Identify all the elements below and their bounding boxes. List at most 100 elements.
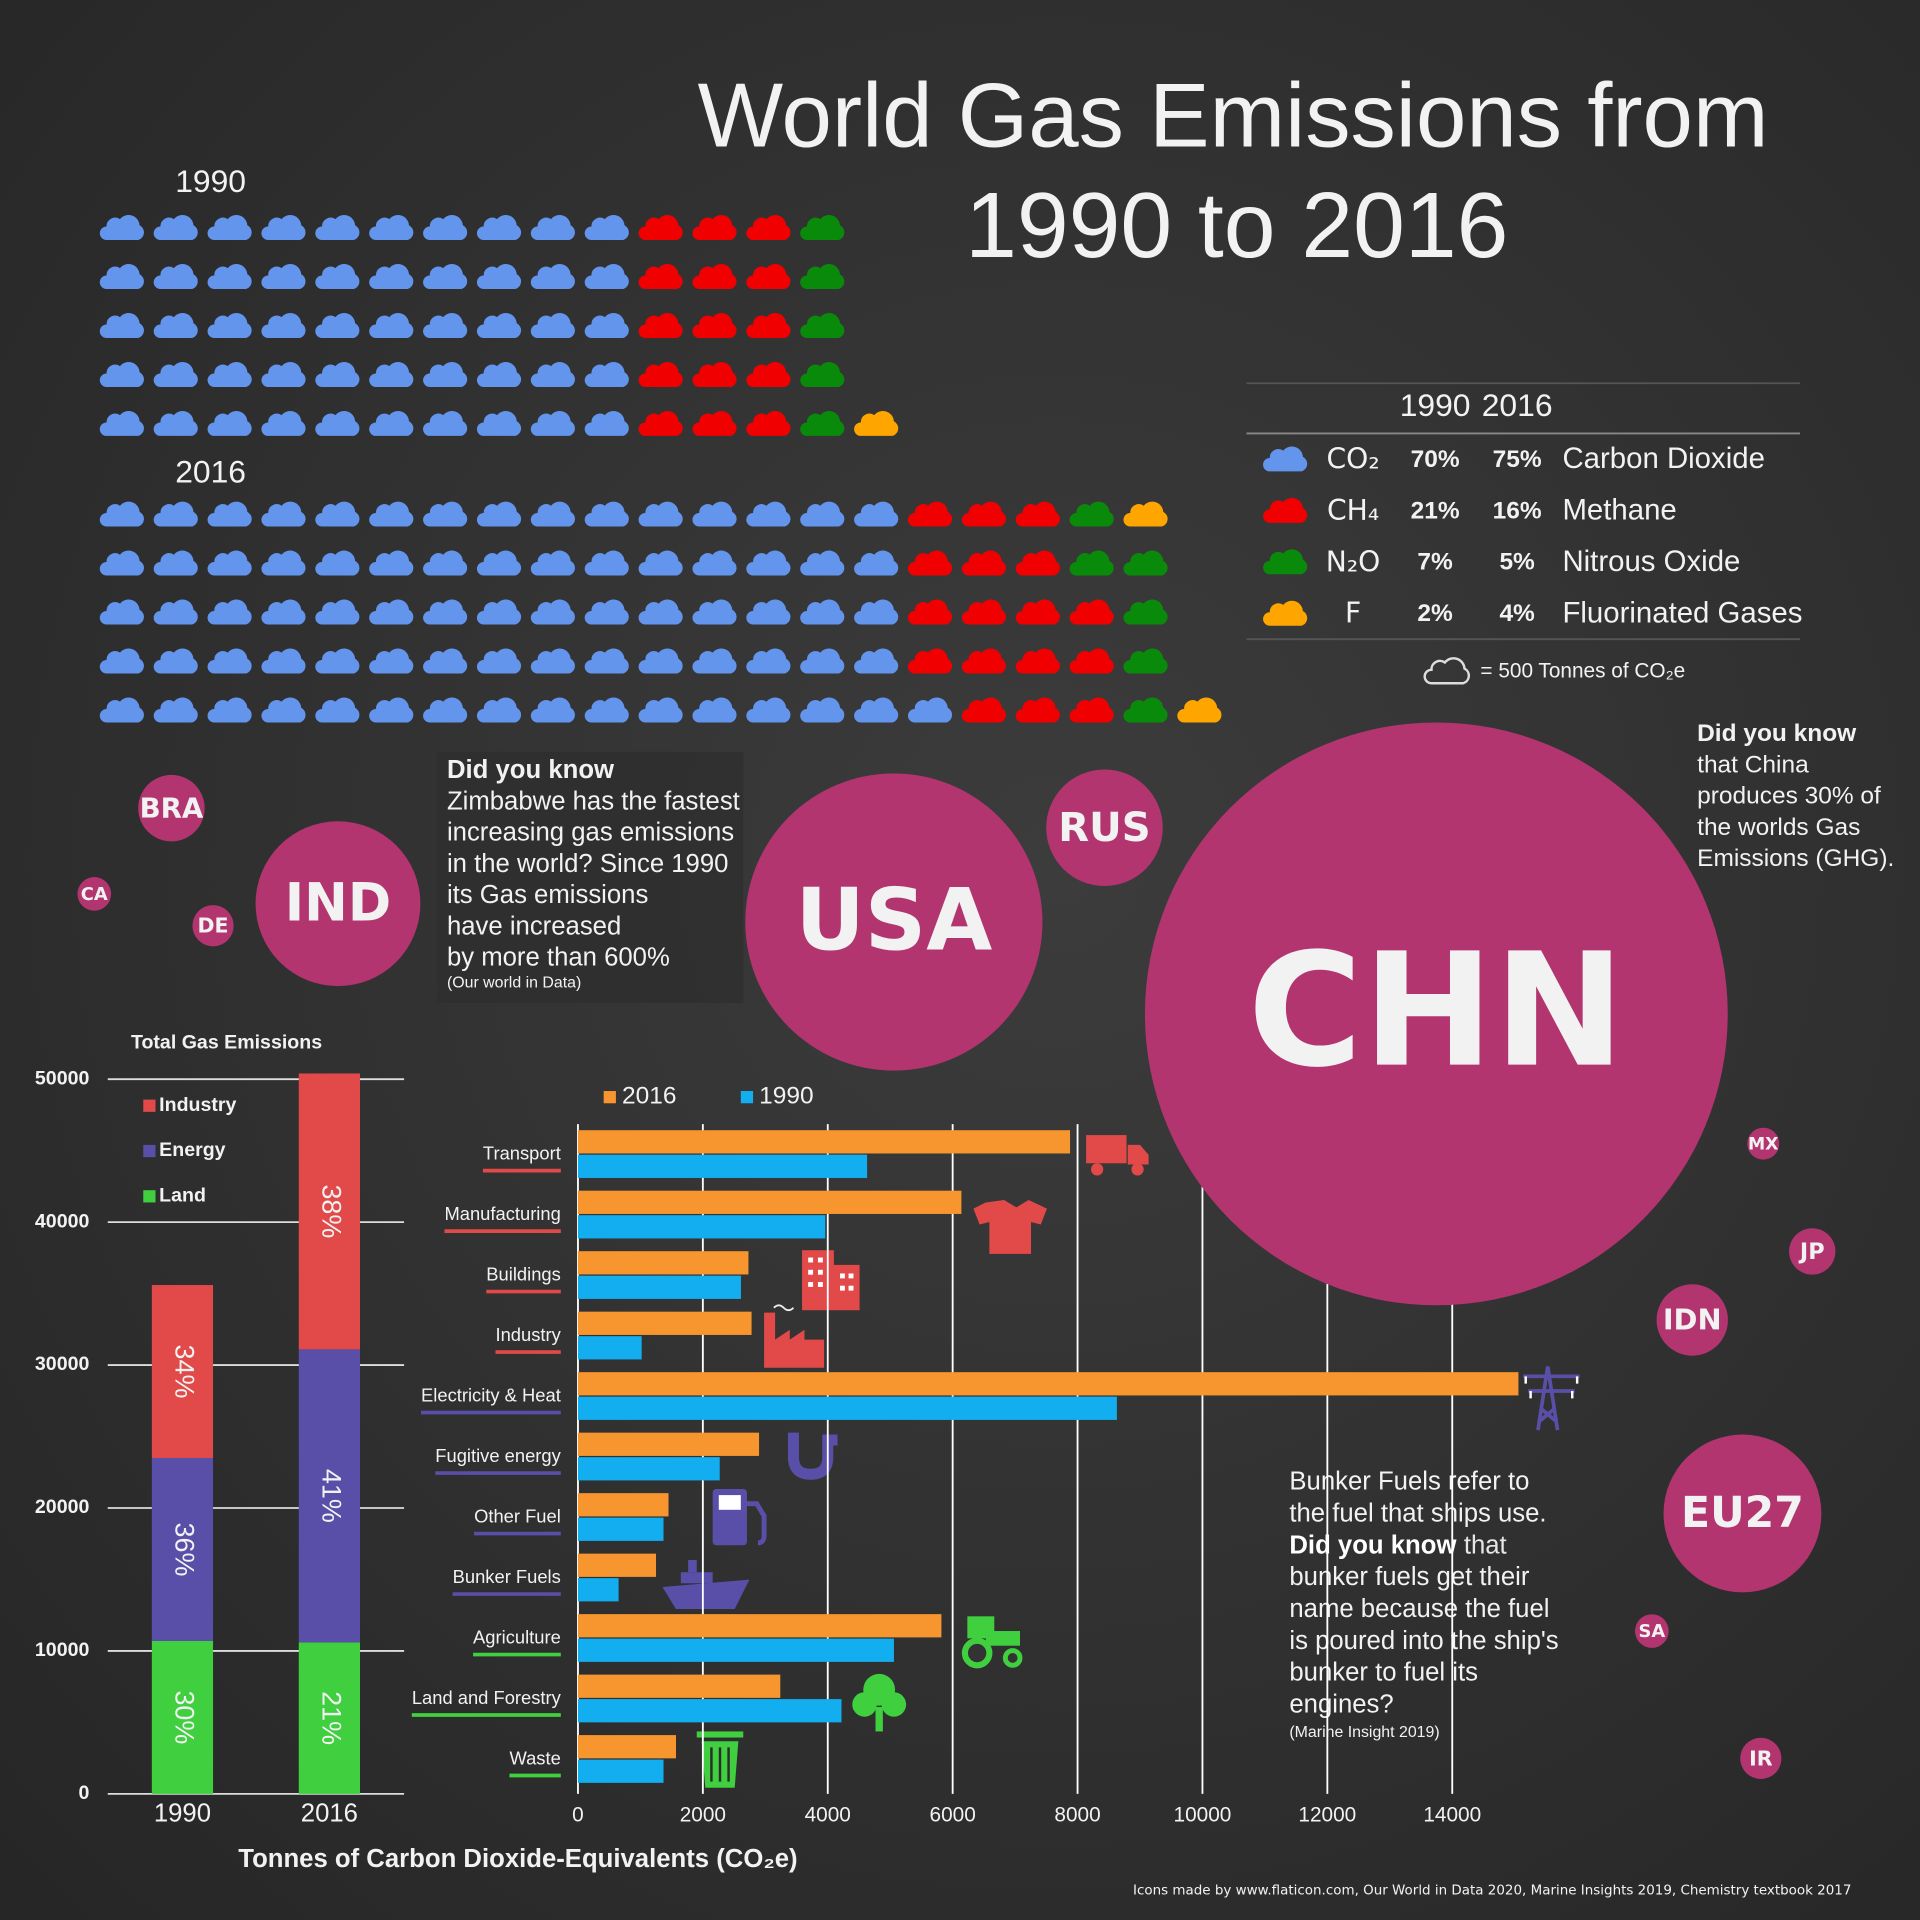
waffle-cloud bbox=[584, 361, 629, 387]
bar bbox=[577, 1190, 962, 1214]
waffle-cloud bbox=[907, 599, 953, 625]
waffle-cloud bbox=[261, 215, 306, 240]
country-bubble bbox=[1046, 769, 1163, 887]
waffle-cloud bbox=[153, 361, 198, 387]
gas-share: 75% bbox=[1493, 446, 1542, 473]
country-bubble bbox=[192, 905, 234, 947]
y-tick-label: 50000 bbox=[35, 1067, 90, 1089]
waffle-cloud bbox=[369, 501, 414, 527]
waffle-cloud bbox=[854, 599, 899, 625]
waffle-cloud bbox=[1177, 697, 1222, 723]
waffle-cloud bbox=[261, 264, 306, 289]
waffle-cloud bbox=[1069, 550, 1114, 576]
y-tick-label: 40000 bbox=[35, 1210, 90, 1232]
tree-icon bbox=[852, 1673, 907, 1732]
waffle-cloud bbox=[207, 264, 252, 289]
category-label: Fugitive energy bbox=[435, 1445, 561, 1466]
bar-segment bbox=[298, 1349, 360, 1643]
x-tick-label: 1990 bbox=[154, 1799, 211, 1827]
country-bubble bbox=[745, 773, 1043, 1071]
waffle-cloud bbox=[800, 648, 845, 674]
unit-icon bbox=[1423, 657, 1471, 685]
waffle-cloud bbox=[1015, 697, 1060, 723]
bar bbox=[577, 1553, 657, 1577]
waffle-cloud bbox=[261, 501, 306, 527]
gas-share: 2% bbox=[1417, 600, 1453, 627]
note-text: that bbox=[1464, 1531, 1507, 1559]
category-label: Industry bbox=[496, 1324, 562, 1345]
table-header: 1990 bbox=[1400, 387, 1471, 423]
value-label: 34% bbox=[169, 1345, 199, 1399]
y-tick-label: 20000 bbox=[35, 1496, 90, 1518]
waffle-cloud bbox=[153, 501, 198, 527]
x-tick-label: 8000 bbox=[1054, 1803, 1100, 1826]
waffle-title: 2016 bbox=[175, 453, 246, 489]
axis-label: Tonnes of Carbon Dioxide-Equivalents (CO… bbox=[238, 1845, 797, 1873]
note-heading: Did you know bbox=[1289, 1531, 1457, 1559]
bar-segment bbox=[151, 1285, 214, 1458]
waffle-cloud bbox=[692, 648, 737, 674]
waffle-cloud bbox=[476, 648, 522, 674]
note-line: by more than 600% bbox=[447, 944, 670, 972]
title-line: 1990 to 2016 bbox=[965, 173, 1508, 277]
waffle-cloud bbox=[746, 550, 791, 576]
value-label: 36% bbox=[169, 1523, 199, 1577]
gas-formula: CH₄ bbox=[1327, 494, 1379, 527]
waffle-cloud bbox=[207, 313, 252, 338]
waffle-cloud bbox=[315, 550, 360, 576]
waffle-cloud bbox=[153, 264, 198, 289]
waffle-cloud bbox=[99, 264, 144, 289]
bar bbox=[577, 1614, 942, 1638]
bar bbox=[577, 1759, 664, 1783]
country-bubble bbox=[1656, 1284, 1728, 1356]
bar bbox=[577, 1638, 894, 1662]
waffle-cloud bbox=[369, 550, 414, 576]
waffle-cloud bbox=[1015, 501, 1060, 527]
note-line: its Gas emissions bbox=[447, 881, 648, 909]
unit-note: = 500 Tonnes of CO₂e bbox=[1480, 660, 1685, 683]
category-label: Agriculture bbox=[473, 1626, 561, 1647]
legend-swatch bbox=[143, 1144, 156, 1158]
x-tick-label: 0 bbox=[572, 1803, 584, 1826]
waffle-cloud bbox=[423, 648, 468, 674]
waffle-cloud bbox=[423, 215, 468, 240]
fuel-pump-icon bbox=[712, 1488, 767, 1546]
note-line: Emissions (GHG). bbox=[1697, 845, 1894, 872]
waffle-cloud bbox=[746, 697, 791, 723]
country-label: USA bbox=[796, 872, 993, 971]
waffle-cloud bbox=[638, 648, 683, 674]
waffle-cloud bbox=[315, 264, 360, 289]
waffle-cloud bbox=[800, 599, 845, 625]
waffle-cloud bbox=[584, 697, 629, 723]
waffle-cloud bbox=[692, 599, 737, 625]
note-line: Did you know that bbox=[1289, 1531, 1506, 1559]
country-label: IND bbox=[285, 873, 391, 933]
country-bubble bbox=[1747, 1127, 1780, 1160]
waffle-cloud bbox=[530, 648, 575, 674]
waffle-cloud bbox=[369, 264, 414, 289]
gas-share: 5% bbox=[1499, 549, 1535, 576]
bar bbox=[577, 1130, 1071, 1154]
waffle-cloud bbox=[961, 648, 1006, 674]
bar bbox=[577, 1457, 720, 1481]
note-line: Bunker Fuels refer to bbox=[1289, 1468, 1529, 1496]
waffle-cloud bbox=[800, 697, 845, 723]
x-tick-label: 2000 bbox=[680, 1803, 726, 1826]
x-tick-label: 12000 bbox=[1298, 1803, 1356, 1826]
waffle-cloud bbox=[530, 361, 575, 387]
waffle-cloud bbox=[584, 264, 629, 289]
note-source: (Marine Insight 2019) bbox=[1289, 1724, 1439, 1741]
note-line: in the world? Since 1990 bbox=[447, 850, 729, 878]
x-tick-label: 6000 bbox=[930, 1803, 976, 1826]
bar bbox=[577, 1336, 642, 1360]
waffle-cloud bbox=[315, 215, 360, 240]
waffle-cloud bbox=[423, 501, 468, 527]
gas-name: Nitrous Oxide bbox=[1562, 545, 1740, 578]
legend-swatch bbox=[740, 1091, 754, 1104]
waffle-cloud bbox=[907, 501, 953, 527]
bar bbox=[577, 1432, 760, 1456]
waffle-cloud bbox=[423, 550, 468, 576]
gas-table: 1990 2016 = 500 Tonnes of CO₂e CO₂ 70% 75%… bbox=[1246, 382, 1802, 685]
category-label: Bunker Fuels bbox=[453, 1566, 561, 1587]
